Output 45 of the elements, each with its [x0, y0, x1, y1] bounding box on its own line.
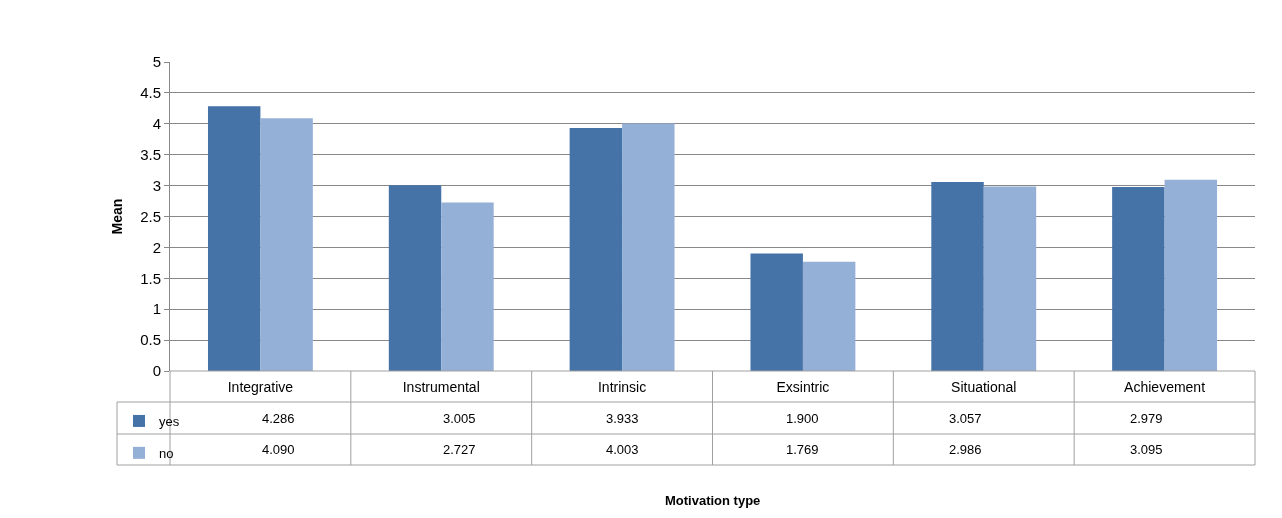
legend-label: yes: [159, 414, 180, 430]
bar: [983, 186, 1037, 371]
y-tick-label: 5: [152, 53, 161, 71]
legend-label: no: [159, 445, 174, 461]
data-label: 1.900: [786, 411, 819, 426]
x-tick-label: Instrumental: [402, 379, 480, 395]
data-label: 2.979: [1130, 411, 1163, 426]
data-label: 3.005: [443, 411, 476, 426]
y-tick-label: 4: [152, 115, 161, 133]
bar: [931, 182, 984, 371]
data-label: 3.057: [949, 411, 982, 426]
bar: [750, 253, 803, 371]
y-tick-label: 0: [152, 362, 161, 380]
y-tick-label: 0.5: [140, 331, 161, 349]
x-tick-label: Situational: [951, 379, 1017, 395]
data-label: 2.986: [949, 442, 982, 457]
y-tick-label: 3: [152, 176, 161, 194]
y-tick-label: 2: [152, 238, 161, 256]
x-tick-label: Achievement: [1124, 379, 1206, 395]
y-tick-label: 1: [152, 300, 161, 318]
y-tick-label: 4.5: [140, 84, 161, 102]
data-label: 4.090: [262, 442, 295, 457]
y-axis-title: Mean: [108, 198, 125, 235]
x-tick-label: Integrative: [227, 379, 294, 395]
bar: [260, 118, 313, 371]
bar: [622, 123, 675, 371]
bar: [388, 185, 442, 371]
data-label: 4.286: [262, 411, 295, 426]
y-tick-label: 3.5: [140, 145, 161, 163]
y-tick-label: 1.5: [140, 269, 161, 287]
data-label: 2.727: [443, 442, 476, 457]
data-label: 4.003: [606, 442, 639, 457]
data-label: 3.933: [606, 411, 639, 426]
bar: [1164, 179, 1218, 371]
x-tick-label: Intrinsic: [597, 379, 647, 395]
data-label: 3.095: [1130, 442, 1163, 457]
bar: [802, 261, 856, 371]
bar: [207, 106, 261, 371]
y-tick-label: 2.5: [140, 207, 161, 225]
data-label: 1.769: [786, 442, 819, 457]
bar: [569, 127, 623, 371]
bar: [441, 202, 494, 371]
x-tick-label: Exsintric: [776, 379, 830, 395]
bar: [1112, 186, 1165, 371]
text: Motivation type: [665, 493, 761, 508]
